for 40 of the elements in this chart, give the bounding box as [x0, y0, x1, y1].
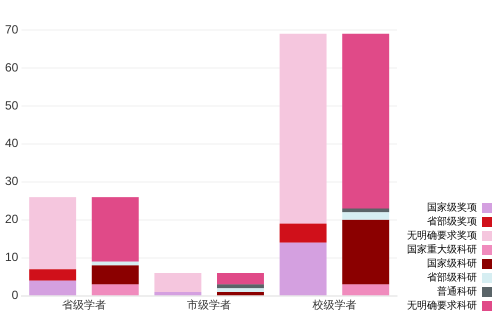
bar — [154, 273, 202, 292]
legend-label: 国家重大级科研 — [407, 244, 477, 256]
y-tick-label: 30 — [4, 174, 19, 188]
legend-label: 省部级科研 — [427, 272, 477, 284]
bar — [217, 288, 264, 292]
y-tick-label: 0 — [12, 288, 19, 302]
legend-label: 省部级奖项 — [427, 216, 477, 228]
y-tick-label: 10 — [4, 250, 19, 264]
bar — [217, 273, 264, 284]
bar — [217, 284, 264, 288]
y-tick-label: 50 — [4, 98, 19, 112]
bar — [280, 224, 327, 243]
bar — [280, 34, 327, 224]
x-tick-label: 市级学者 — [187, 298, 232, 312]
bar — [154, 292, 202, 296]
legend-label: 国家级奖项 — [427, 202, 477, 214]
x-tick-label: 省级学者 — [62, 298, 106, 312]
bar — [29, 197, 76, 270]
bar — [92, 265, 139, 284]
bar — [92, 262, 139, 266]
bar — [342, 34, 390, 208]
bar — [92, 284, 139, 296]
legend-label: 无明确要求奖项 — [407, 230, 477, 242]
bar — [342, 212, 390, 220]
legend-label: 无明确要求科研 — [407, 300, 477, 312]
bar — [342, 220, 390, 284]
bar — [217, 292, 264, 296]
bar — [342, 208, 390, 212]
bar — [29, 269, 76, 281]
y-tick-label: 70 — [4, 22, 19, 36]
x-tick-label: 校级学者 — [311, 298, 356, 312]
bar — [280, 242, 327, 296]
legend-label: 普通科研 — [437, 286, 477, 298]
y-tick-label: 40 — [4, 136, 19, 150]
y-tick-label: 60 — [4, 60, 19, 74]
y-tick-label: 20 — [4, 212, 19, 226]
legend-label: 国家级科研 — [427, 258, 477, 270]
bar — [92, 197, 139, 262]
bar — [342, 284, 390, 296]
bar — [29, 280, 76, 296]
